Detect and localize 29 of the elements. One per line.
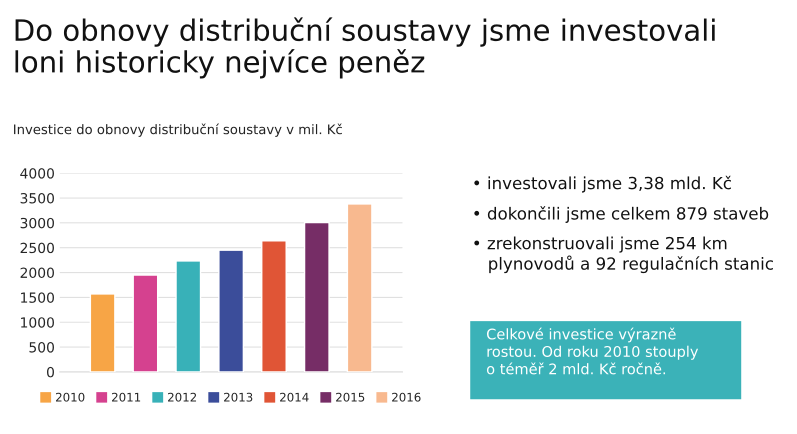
chart-title: Do obnovy distribuční soustavy jsme investovali loni historicky nejvíce peněz [16, 17, 715, 78]
bar [218, 249, 244, 372]
text: • zrekonstruovali jsme 254 km plynovodů a 92 regulačních stanic [474, 236, 773, 274]
bar [346, 203, 373, 372]
bar [175, 260, 202, 372]
legend-label: 2011 [112, 392, 140, 402]
y-tick-label: 500 [29, 342, 54, 353]
legend-label: 2015 [336, 392, 364, 402]
text: • dokončili jsme celkem 879 staveb [474, 206, 768, 223]
y-tick-label: 1500 [21, 292, 54, 303]
legend-label: 2012 [168, 392, 196, 402]
bar [132, 274, 158, 372]
y-tick-label: 3500 [20, 192, 54, 204]
y-tick-label: 2500 [20, 242, 54, 254]
bar [90, 293, 116, 372]
legend-label: 2010 [56, 392, 84, 402]
legend-label: 2016 [392, 392, 421, 402]
legend-label: 2013 [224, 392, 252, 402]
y-tick-label: 2000 [20, 268, 54, 278]
chart-subtitle: Investice do obnovy distribuční soustavy v mil. Kč [14, 124, 342, 137]
text: Celkové investice výrazně rostou. Od roku 2010 stouply o téměř 2 mld. Kč ročně. [486, 328, 698, 374]
y-tick-label: 1000 [21, 317, 54, 328]
y-tick-label: 0 [46, 366, 54, 378]
legend-label: 2014 [280, 392, 309, 402]
bar [304, 222, 330, 372]
y-tick-label: 4000 [20, 168, 54, 179]
text: • investovali jsme 3,38 mld. Kč [474, 176, 731, 193]
bar [261, 240, 287, 372]
y-tick-label: 3000 [20, 218, 54, 228]
